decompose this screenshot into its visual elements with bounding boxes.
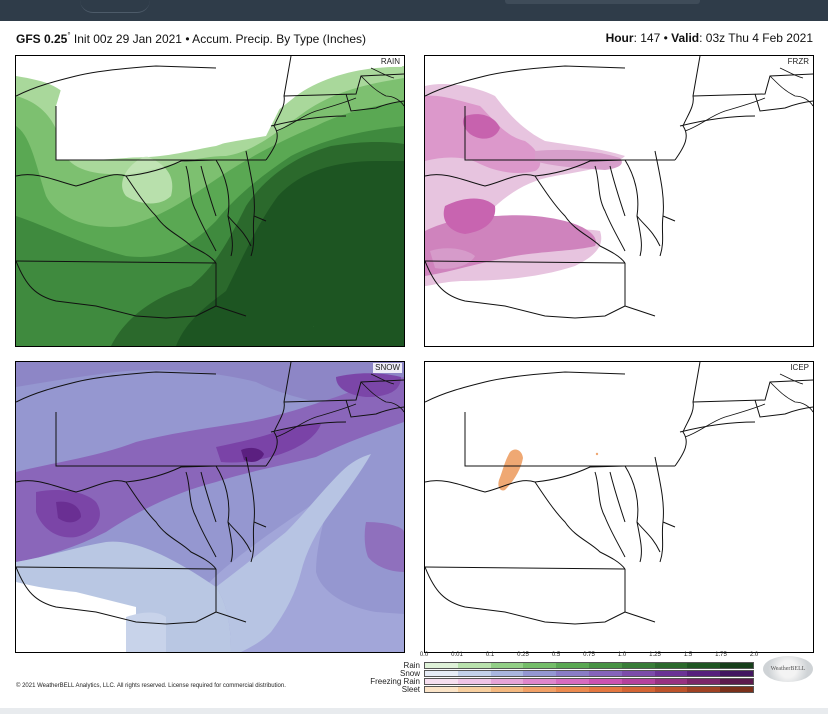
menu-strip[interactable]	[505, 0, 700, 4]
freezing-rain-map-panel: FRZR	[424, 55, 814, 347]
legend-color-bar	[424, 678, 754, 685]
legend-swatch	[588, 663, 622, 668]
legend-swatch	[490, 671, 524, 676]
legend-swatch	[457, 671, 491, 676]
hour-value: : 147 •	[633, 31, 672, 45]
rain-map-panel: · RAIN	[15, 55, 405, 347]
map-header: GFS 0.25° Init 00z 29 Jan 2021 • Accum. …	[16, 31, 813, 47]
legend-swatch	[621, 687, 655, 692]
legend-tick: 0.5	[551, 652, 561, 658]
legend-swatch	[687, 687, 721, 692]
top-navigation-bar	[0, 0, 828, 21]
legend-swatch	[523, 679, 557, 684]
legend-swatch	[687, 671, 721, 676]
svg-text:·: ·	[313, 324, 314, 329]
legend-row-label: Rain	[403, 661, 420, 670]
frzr-panel-label: FRZR	[785, 57, 811, 67]
legend-swatch	[556, 679, 589, 684]
snow-panel-label: SNOW	[373, 363, 402, 373]
legend-color-bar	[424, 670, 754, 677]
legend-swatch	[720, 687, 753, 692]
snow-map-panel: SNOW	[15, 361, 405, 653]
legend-swatch	[621, 679, 655, 684]
legend-tick: 0.75	[583, 652, 595, 658]
legend-row: Rain	[356, 661, 756, 670]
rain-map: ·	[16, 56, 404, 346]
freezing-rain-map	[425, 56, 813, 346]
legend-swatch	[523, 671, 557, 676]
valid-value: : 03z Thu 4 Feb 2021	[699, 31, 813, 45]
legend-swatch	[621, 663, 655, 668]
legend-swatch	[457, 679, 491, 684]
valid-label: Valid	[671, 31, 700, 45]
legend-swatch	[720, 671, 753, 676]
legend-swatch	[654, 663, 688, 668]
legend-tick: 1.5	[683, 652, 693, 658]
legend-swatch	[687, 663, 721, 668]
legend-tick: 0.0	[419, 652, 429, 658]
legend-swatch	[588, 679, 622, 684]
legend-swatch	[720, 663, 753, 668]
rain-panel-label: RAIN	[378, 57, 402, 67]
weatherbell-logo: WeatherBELL	[763, 656, 813, 682]
copyright-text: © 2021 WeatherBELL Analytics, LLC. All r…	[16, 683, 286, 689]
legend-swatch	[588, 671, 622, 676]
precip-legend: 0.0 0.01 0.1 0.25 0.5 0.75 1.0 1.25 1.5 1.75 2.0 R…	[356, 652, 758, 694]
legend-swatch	[425, 679, 458, 684]
legend-tick: 0.1	[485, 652, 495, 658]
legend-swatch	[457, 663, 491, 668]
logo-arc	[80, 0, 150, 13]
hour-label: Hour	[605, 31, 634, 45]
legend-swatch	[588, 687, 622, 692]
legend-row-label: Freezing Rain	[370, 677, 420, 686]
legend-swatch	[425, 671, 458, 676]
model-degree: °	[67, 31, 71, 40]
legend-swatch	[490, 687, 524, 692]
legend-tick: 1.0	[617, 652, 627, 658]
header-right: Hour: 147 • Valid: 03z Thu 4 Feb 2021	[606, 31, 813, 45]
init-text: Init 00z 29 Jan 2021 • Accum. Precip. By…	[70, 32, 367, 46]
legend-color-bar	[424, 686, 754, 693]
legend-swatch	[556, 687, 589, 692]
legend-swatch	[425, 687, 458, 692]
legend-tick: 0.01	[451, 652, 463, 658]
legend-color-bar	[424, 662, 754, 669]
legend-tick: 1.75	[715, 652, 727, 658]
legend-swatch	[654, 671, 688, 676]
legend-swatch	[654, 679, 688, 684]
legend-swatch	[490, 679, 524, 684]
legend-swatch	[720, 679, 753, 684]
legend-swatch	[621, 671, 655, 676]
legend-tick: 0.25	[517, 652, 529, 658]
ice-pellets-map-panel: ICEP	[424, 361, 814, 653]
legend-swatch	[556, 663, 589, 668]
legend-swatch	[490, 663, 524, 668]
legend-row: Snow	[356, 669, 756, 678]
legend-swatch	[523, 687, 557, 692]
legend-swatch	[556, 671, 589, 676]
legend-row: Sleet	[356, 685, 756, 694]
header-left: GFS 0.25° Init 00z 29 Jan 2021 • Accum. …	[16, 31, 366, 46]
model-name: GFS 0.25	[16, 32, 68, 46]
legend-swatch	[425, 663, 458, 668]
legend-ticks: 0.0 0.01 0.1 0.25 0.5 0.75 1.0 1.25 1.5 1.75 2.0	[420, 652, 758, 661]
legend-row-label: Snow	[399, 669, 420, 678]
legend-swatch	[654, 687, 688, 692]
icep-panel-label: ICEP	[788, 363, 811, 373]
legend-swatch	[523, 663, 557, 668]
ice-pellets-map	[425, 362, 813, 652]
bottom-bar	[0, 708, 828, 714]
legend-swatch	[687, 679, 721, 684]
legend-tick: 1.25	[649, 652, 661, 658]
legend-row-label: Sleet	[401, 685, 420, 694]
legend-swatch	[457, 687, 491, 692]
snow-map	[16, 362, 404, 652]
legend-tick: 2.0	[749, 652, 759, 658]
legend-row: Freezing Rain	[356, 677, 756, 686]
